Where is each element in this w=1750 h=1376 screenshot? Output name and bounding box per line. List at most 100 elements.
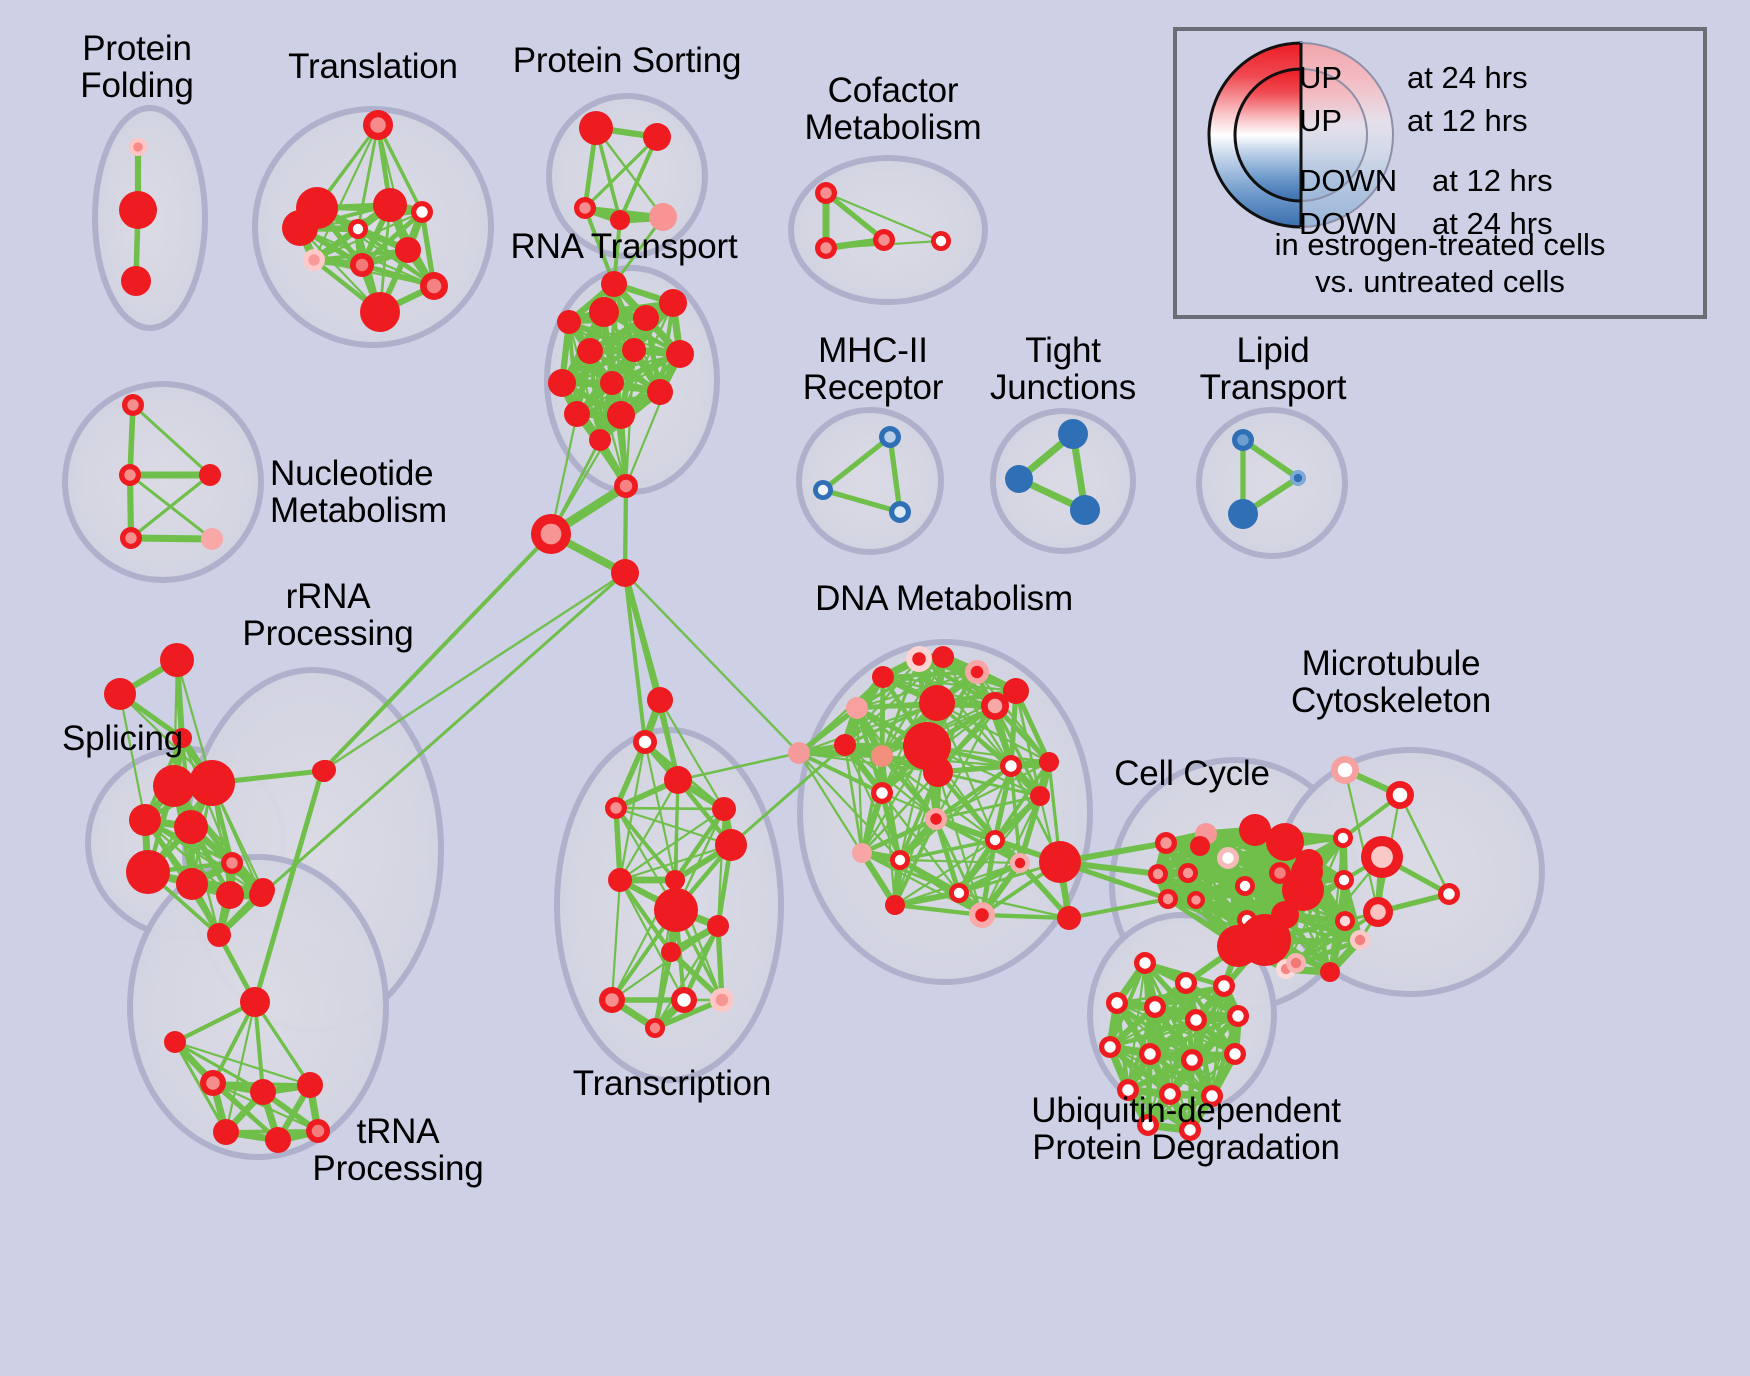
network-node [1039, 841, 1081, 883]
node-inner-disc-12hr [1111, 997, 1123, 1009]
node-inner-disc-12hr [820, 242, 832, 254]
cluster-label-dna-metabolism: DNA Metabolism [815, 579, 1073, 618]
network-edge [936, 770, 1042, 798]
network-edge [934, 817, 984, 917]
network-node [622, 338, 646, 362]
network-edge [1240, 437, 1301, 481]
node-inner-disc-12hr [1104, 1041, 1116, 1053]
node-inner-disc-12hr [1077, 502, 1093, 518]
node-inner-disc-12hr [894, 506, 906, 518]
network-node [129, 804, 161, 836]
network-node [250, 1079, 276, 1105]
node-inner-disc-12hr [303, 1078, 317, 1092]
node-inner-disc-12hr [1218, 980, 1230, 992]
node-inner-disc-12hr [1009, 684, 1023, 698]
node-inner-disc-12hr [1371, 846, 1393, 868]
network-node [240, 987, 270, 1017]
node-inner-disc-12hr [884, 431, 896, 443]
node-inner-disc-12hr [176, 732, 188, 744]
node-inner-disc-12hr [1011, 471, 1027, 487]
network-edge [1013, 688, 1052, 765]
legend-dir-1: UP [1299, 103, 1343, 138]
network-node [1139, 1043, 1161, 1065]
network-edge [252, 768, 325, 1005]
network-node [815, 182, 837, 204]
network-node [1181, 1049, 1203, 1071]
network-node [608, 868, 632, 892]
network-node [643, 123, 671, 151]
network-edge [898, 770, 940, 862]
network-node [199, 464, 221, 486]
node-inner-disc-12hr [1144, 1048, 1156, 1060]
network-node [949, 883, 969, 903]
network-edge [979, 912, 1072, 921]
network-node [925, 808, 947, 830]
network-node [671, 987, 697, 1013]
network-edge [173, 1040, 228, 1134]
node-inner-disc-12hr [817, 484, 829, 496]
network-edge [624, 352, 682, 488]
network-edge [1115, 1001, 1237, 1056]
node-inner-disc-12hr [212, 928, 226, 942]
network-node [315, 760, 335, 780]
node-inner-disc-12hr [677, 993, 691, 1007]
node-inner-disc-12hr [1274, 867, 1286, 879]
node-inner-disc-12hr [1246, 821, 1264, 839]
node-inner-disc-12hr [839, 739, 851, 751]
node-inner-disc-12hr [914, 733, 940, 759]
network-edge [1108, 1014, 1240, 1049]
node-inner-disc-12hr [610, 802, 622, 814]
cluster-label-translation: Translation [288, 47, 458, 86]
legend-footer-line-2: vs. untreated cells [1315, 263, 1565, 299]
legend-ring-diagram [1207, 41, 1394, 229]
network-edge [1294, 910, 1380, 965]
node-inner-disc-12hr [876, 750, 888, 762]
node-inner-disc-12hr [1184, 1124, 1196, 1136]
network-node [120, 527, 142, 549]
network-node [1039, 752, 1059, 772]
network-edge [797, 751, 940, 774]
node-inner-disc-12hr [1043, 756, 1055, 768]
network-edge [893, 838, 997, 907]
network-node [1106, 992, 1128, 1014]
network-edge [1343, 768, 1380, 914]
node-inner-disc-12hr [311, 1124, 325, 1138]
network-node [119, 191, 157, 229]
network-node [373, 188, 407, 222]
network-edge [594, 126, 665, 219]
network-node [1137, 1114, 1159, 1136]
node-inner-disc-12hr [136, 811, 154, 829]
network-node [303, 249, 325, 271]
network-node [1148, 864, 1168, 884]
network-node [1058, 419, 1088, 449]
node-inner-disc-12hr [1149, 1001, 1161, 1013]
network-node [564, 401, 590, 427]
node-inner-disc-12hr [653, 385, 667, 399]
network-node [189, 760, 235, 806]
cluster-ellipse-nucleotide-metabolism [62, 381, 264, 583]
node-inner-disc-12hr [128, 273, 144, 289]
node-inner-disc-12hr [206, 1076, 220, 1090]
legend-time-0: at 24 hrs [1407, 60, 1528, 95]
node-inner-disc-12hr [1338, 874, 1350, 886]
network-edge [618, 740, 647, 882]
network-node [411, 201, 433, 223]
network-node [1227, 1005, 1249, 1027]
node-inner-disc-12hr [1290, 957, 1302, 969]
node-inner-disc-12hr [613, 873, 627, 887]
network-node [647, 687, 673, 713]
node-inner-disc-12hr [247, 994, 263, 1010]
network-edge [1148, 1014, 1240, 1056]
network-node [1010, 853, 1030, 873]
network-node [557, 310, 581, 334]
network-node [610, 210, 630, 230]
network-edge [881, 675, 1018, 693]
network-node [122, 394, 144, 416]
network-edge [898, 838, 997, 862]
network-edge [129, 473, 212, 540]
network-edge [892, 902, 985, 918]
node-inner-disc-12hr [655, 209, 671, 225]
network-node [1187, 891, 1205, 909]
node-inner-disc-12hr [370, 117, 386, 133]
